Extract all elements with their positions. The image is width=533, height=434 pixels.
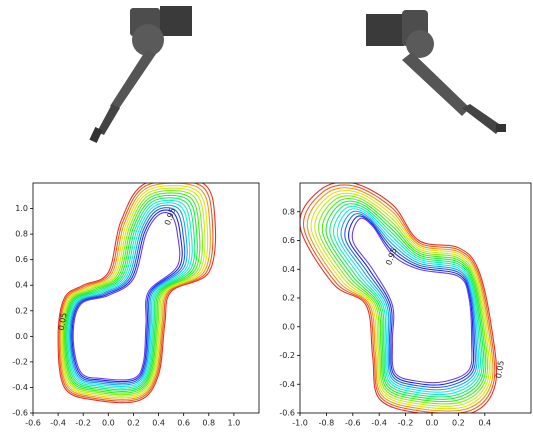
y-tick-label: -0.4 <box>279 380 295 389</box>
y-tick-label: 0.0 <box>282 322 295 331</box>
x-tick-label: -1.0 <box>292 419 308 428</box>
contour-label: 0.95 <box>384 247 399 267</box>
y-tick-label: 0.6 <box>15 255 28 264</box>
contour-area: 0.050.95 <box>57 178 216 402</box>
y-tick-label: -0.2 <box>12 357 28 366</box>
contour-line <box>66 195 198 391</box>
figure: 0.05 0.95 -0.6 -0.4 -0.2 0.0 0.2 0.4 0.6 0.8 1.0 -0… <box>0 0 533 430</box>
contour-line <box>315 193 490 406</box>
x-tick-label: 1.0 <box>228 419 241 428</box>
x-tick-label: 0.2 <box>452 419 465 428</box>
y-tick-label: 0.6 <box>282 236 295 245</box>
y-tick-label: -0.6 <box>279 409 295 418</box>
x-tick-label: 0.0 <box>426 419 439 428</box>
y-tick-label: -0.2 <box>279 351 295 360</box>
x-tick-label: -0.2 <box>398 419 414 428</box>
contour-area: 0.05 0.95 <box>300 182 506 416</box>
y-tick-label: 0.8 <box>15 230 28 239</box>
x-tick-label: 0.6 <box>177 419 190 428</box>
y-tick-label: 0.4 <box>282 265 295 274</box>
robot-image <box>366 10 506 134</box>
x-tick-label: -0.8 <box>319 419 335 428</box>
y-tick-label: 0.8 <box>282 207 295 216</box>
y-tick-label: 0.2 <box>282 294 295 303</box>
y-tick-label: -0.6 <box>12 409 28 418</box>
x-tick-label: 0.4 <box>478 419 491 428</box>
x-tick-label: -0.2 <box>75 419 91 428</box>
y-tick-label: -0.4 <box>12 383 28 392</box>
y-tick-label: 0.0 <box>15 332 28 341</box>
y-tick-label: 0.4 <box>15 281 28 290</box>
x-tick-label: -0.4 <box>371 419 387 428</box>
contour-label: 0.05 <box>494 360 506 379</box>
x-tick-label: 0.0 <box>102 419 115 428</box>
x-tick-label: 0.8 <box>202 419 215 428</box>
x-tick-label: -0.4 <box>50 419 66 428</box>
y-tick-label: 1.0 <box>15 204 28 213</box>
y-tick-label: 0.2 <box>15 306 28 315</box>
contour-line <box>322 199 485 402</box>
contour-line <box>65 193 200 393</box>
contour-line <box>319 196 488 404</box>
x-tick-label: -0.6 <box>345 419 361 428</box>
x-tick-label: 0.2 <box>127 419 140 428</box>
x-tick-label: -0.6 <box>25 419 41 428</box>
x-tick-label: 0.4 <box>152 419 165 428</box>
robot-image <box>89 6 192 143</box>
